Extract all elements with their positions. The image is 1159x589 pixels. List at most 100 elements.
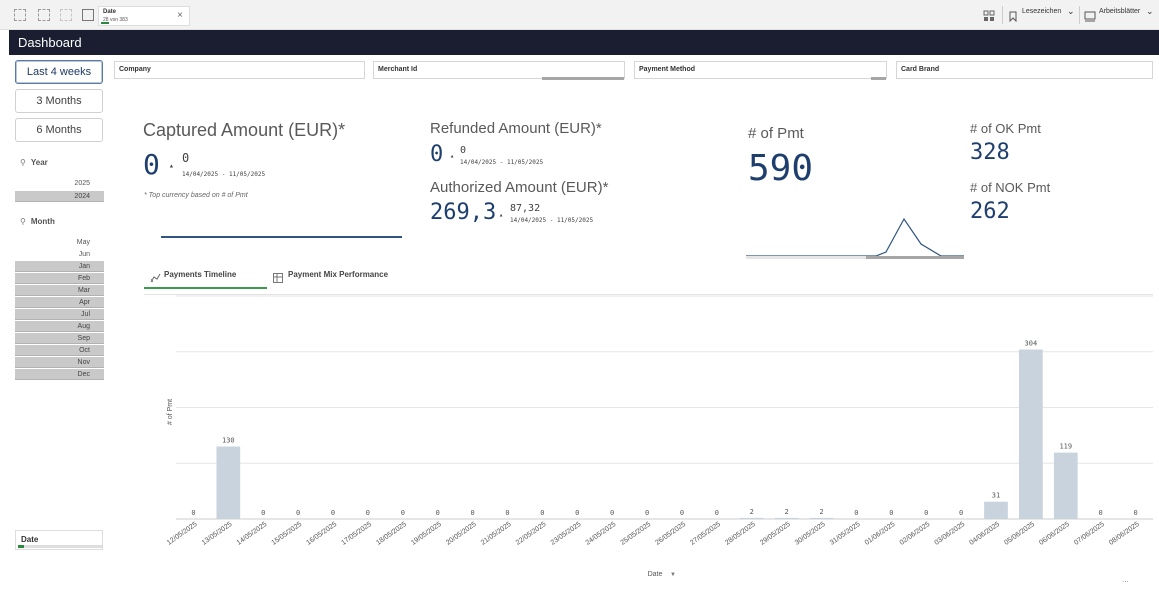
- chart-bar[interactable]: [1019, 349, 1043, 519]
- more-options-icon[interactable]: ...: [1122, 575, 1129, 584]
- 6-months-button[interactable]: 6 Months: [15, 118, 103, 142]
- chart-bar[interactable]: [216, 446, 241, 519]
- x-tick-label: 16/05/2025: [305, 521, 338, 547]
- month-filter-title[interactable]: ⚲ Month: [20, 217, 55, 226]
- chevron-down-icon[interactable]: ⌄: [1146, 6, 1154, 16]
- 3-months-button[interactable]: 3 Months: [15, 89, 103, 113]
- chevron-down-icon[interactable]: ⌄: [1067, 6, 1075, 16]
- x-tick-label: 04/06/2025: [968, 521, 1001, 547]
- bookmarks-button[interactable]: Lesezeichen: [1022, 8, 1062, 15]
- scrollbar[interactable]: [871, 77, 886, 80]
- bar-value-label: 0: [470, 509, 474, 517]
- month-item[interactable]: Nov: [15, 357, 104, 368]
- bar-value-label: 0: [575, 509, 579, 517]
- chart-bar[interactable]: [774, 517, 799, 519]
- chart-bar[interactable]: [809, 517, 834, 519]
- bar-value-label: 0: [889, 509, 893, 517]
- chart-bar[interactable]: [739, 517, 764, 519]
- x-tick-label: 21/05/2025: [480, 521, 513, 547]
- grid-view-icon[interactable]: [983, 9, 995, 21]
- smart-search-icon[interactable]: [14, 9, 26, 21]
- x-tick-label: 03/06/2025: [934, 521, 967, 547]
- chart-bar[interactable]: [984, 501, 1008, 519]
- date-filter-track: [18, 545, 102, 548]
- month-item[interactable]: Jan: [15, 261, 104, 272]
- close-icon[interactable]: ×: [177, 10, 183, 21]
- date-chip-indicator: [101, 22, 109, 24]
- toolbar-divider: [1002, 6, 1003, 24]
- bar-value-label: 0: [1133, 509, 1137, 517]
- x-tick-label: 15/05/2025: [271, 521, 304, 547]
- year-item-2025[interactable]: 2025: [74, 180, 90, 187]
- chart-bar[interactable]: [1053, 452, 1078, 519]
- ok-pmt-value: 328: [970, 140, 1010, 165]
- bar-value-label: 0: [1099, 509, 1103, 517]
- bar-value-label: 0: [436, 509, 440, 517]
- year-item-2024[interactable]: 2024: [15, 191, 104, 202]
- captured-amount-compare: 0: [182, 151, 190, 165]
- x-tick-label: 12/05/2025: [166, 521, 199, 547]
- bar-value-label: 0: [401, 509, 405, 517]
- x-tick-label: 17/05/2025: [340, 521, 373, 547]
- date-filter[interactable]: Date: [15, 530, 103, 550]
- payment-method-filter[interactable]: Payment Method: [634, 61, 887, 80]
- bar-value-label: 0: [261, 509, 265, 517]
- bar-value-label: 0: [854, 509, 858, 517]
- x-tick-label: 20/05/2025: [445, 521, 478, 547]
- captured-amount-range: 14/04/2025 - 11/05/2025: [182, 171, 266, 178]
- step-back-icon[interactable]: [60, 9, 72, 21]
- search-icon: ⚲: [20, 158, 26, 167]
- card-brand-filter[interactable]: Card Brand: [896, 61, 1153, 79]
- lasso-select-icon[interactable]: [38, 9, 50, 21]
- month-item[interactable]: Sep: [15, 333, 104, 344]
- x-tick-label: 13/05/2025: [201, 521, 234, 547]
- x-tick-label: 02/06/2025: [899, 521, 932, 547]
- trend-arrow-icon: ▴: [169, 161, 174, 170]
- refunded-amount-title: Refunded Amount (EUR)*: [430, 120, 602, 137]
- trend-arrow-icon: ▴: [499, 211, 504, 219]
- captured-sparkline: [161, 236, 402, 238]
- table-icon: [273, 270, 283, 288]
- last-4-weeks-button[interactable]: Last 4 weeks: [15, 60, 103, 84]
- refunded-amount-range: 14/04/2025 - 11/05/2025: [460, 159, 544, 166]
- clear-selections-icon[interactable]: [82, 9, 94, 21]
- x-axis-label: Date: [648, 571, 663, 578]
- month-item[interactable]: Apr: [15, 297, 104, 308]
- sheets-button[interactable]: Arbeitsblätter: [1099, 8, 1141, 15]
- date-chip-value: 28 von 383: [103, 17, 128, 23]
- pmt-sparkline: [746, 217, 964, 259]
- x-tick-label: 18/05/2025: [375, 521, 408, 547]
- month-item[interactable]: Feb: [15, 273, 104, 284]
- year-filter-title[interactable]: ⚲ Year: [20, 158, 48, 167]
- tab-payments-timeline[interactable]: Payments Timeline: [164, 270, 237, 279]
- date-chip-title: Date: [103, 9, 117, 15]
- x-tick-label: 28/05/2025: [724, 521, 757, 547]
- company-filter[interactable]: Company: [114, 61, 365, 79]
- x-tick-label: 25/05/2025: [619, 521, 652, 547]
- bar-value-label: 0: [505, 509, 509, 517]
- bar-value-label: 31: [992, 492, 1000, 500]
- scrollbar[interactable]: [542, 77, 624, 80]
- x-tick-label: 07/06/2025: [1073, 521, 1106, 547]
- bar-value-label: 119: [1059, 443, 1072, 451]
- bar-value-label: 2: [785, 508, 789, 516]
- month-item[interactable]: Aug: [15, 321, 104, 332]
- toolbar-divider: [1079, 6, 1080, 24]
- merchant-id-filter[interactable]: Merchant Id: [373, 61, 625, 80]
- bar-value-label: 0: [680, 509, 684, 517]
- month-item[interactable]: Jun: [78, 251, 90, 258]
- month-item[interactable]: Dec: [15, 369, 104, 380]
- tab-payment-mix-performance[interactable]: Payment Mix Performance: [288, 270, 389, 279]
- x-tick-label: 05/06/2025: [1003, 521, 1036, 547]
- tab-divider: [144, 294, 1153, 295]
- sort-chevron-icon[interactable]: ▼: [670, 572, 676, 578]
- month-item[interactable]: Jul: [15, 309, 104, 320]
- captured-amount-title: Captured Amount (EUR)*: [143, 120, 346, 140]
- date-selection-chip[interactable]: Date 28 von 383 ×: [98, 6, 190, 26]
- month-item[interactable]: May: [76, 239, 90, 246]
- month-item[interactable]: Oct: [15, 345, 104, 356]
- date-filter-indicator: [18, 545, 24, 548]
- trend-arrow-icon: ▴: [450, 152, 455, 160]
- month-item[interactable]: Mar: [15, 285, 104, 296]
- x-tick-label: 01/06/2025: [864, 521, 897, 547]
